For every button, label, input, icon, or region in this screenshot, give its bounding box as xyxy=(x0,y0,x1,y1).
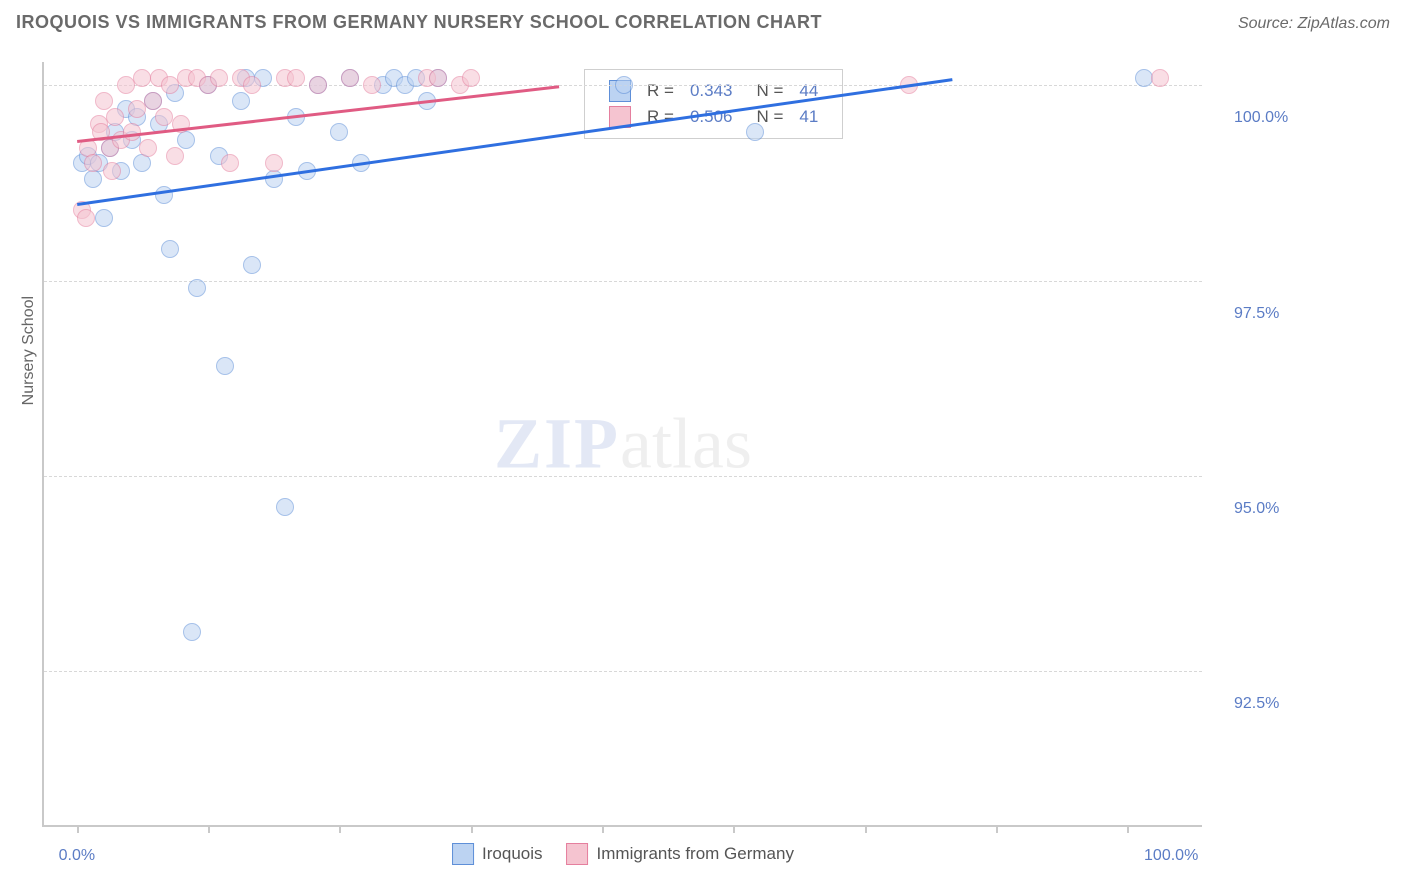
y-tick-label: 95.0% xyxy=(1234,500,1279,518)
data-point-iroquois xyxy=(265,170,283,188)
data-point-iroquois xyxy=(1135,69,1153,87)
trendline-iroquois xyxy=(77,78,953,206)
data-point-germany xyxy=(103,162,121,180)
data-point-iroquois xyxy=(243,256,261,274)
legend-label: Iroquois xyxy=(482,844,542,864)
data-point-germany xyxy=(139,139,157,157)
data-point-iroquois xyxy=(95,209,113,227)
y-tick-label: 97.5% xyxy=(1234,305,1279,323)
data-point-iroquois xyxy=(188,279,206,297)
data-point-iroquois xyxy=(155,186,173,204)
data-point-iroquois xyxy=(232,92,250,110)
corr-r-value: 0.343 xyxy=(682,78,741,104)
x-tick-mark xyxy=(865,825,867,833)
data-point-germany xyxy=(243,76,261,94)
data-point-iroquois xyxy=(330,123,348,141)
legend-label: Immigrants from Germany xyxy=(597,844,794,864)
data-point-germany xyxy=(155,108,173,126)
legend-item-iroquois: Iroquois xyxy=(452,843,542,865)
watermark-atlas: atlas xyxy=(620,403,752,483)
x-tick-mark xyxy=(77,825,79,833)
legend-swatch-germany xyxy=(567,843,589,865)
data-point-germany xyxy=(341,69,359,87)
x-tick-mark xyxy=(339,825,341,833)
data-point-germany xyxy=(429,69,447,87)
source-attribution: Source: ZipAtlas.com xyxy=(1238,15,1390,33)
data-point-iroquois xyxy=(216,357,234,375)
data-point-germany xyxy=(287,69,305,87)
x-tick-mark xyxy=(733,825,735,833)
x-tick-mark xyxy=(996,825,998,833)
gridline-h xyxy=(44,281,1202,282)
data-point-germany xyxy=(462,69,480,87)
data-point-germany xyxy=(221,154,239,172)
watermark: ZIPatlas xyxy=(494,402,752,485)
data-point-germany xyxy=(1151,69,1169,87)
chart-container: IROQUOIS VS IMMIGRANTS FROM GERMANY NURS… xyxy=(0,0,1406,892)
data-point-iroquois xyxy=(133,154,151,172)
x-tick-mark xyxy=(1127,825,1129,833)
gridline-h xyxy=(44,476,1202,477)
data-point-iroquois xyxy=(161,240,179,258)
header: IROQUOIS VS IMMIGRANTS FROM GERMANY NURS… xyxy=(16,12,1390,33)
data-point-germany xyxy=(144,92,162,110)
data-point-iroquois xyxy=(183,623,201,641)
data-point-germany xyxy=(133,69,151,87)
data-point-germany xyxy=(210,69,228,87)
data-point-germany xyxy=(117,76,135,94)
legend-swatch-iroquois xyxy=(452,843,474,865)
x-tick-mark xyxy=(602,825,604,833)
data-point-germany xyxy=(265,154,283,172)
corr-n-label: N = xyxy=(740,78,791,104)
y-tick-label: 100.0% xyxy=(1234,109,1288,127)
data-point-germany xyxy=(166,147,184,165)
corr-r-label: R = xyxy=(639,78,682,104)
x-tick-label: 100.0% xyxy=(1144,847,1198,865)
data-point-germany xyxy=(77,209,95,227)
data-point-iroquois xyxy=(177,131,195,149)
data-point-germany xyxy=(95,92,113,110)
watermark-zip: ZIP xyxy=(494,403,620,483)
y-axis-label: Nursery School xyxy=(20,296,38,405)
legend-item-germany: Immigrants from Germany xyxy=(567,843,794,865)
x-tick-label: 0.0% xyxy=(59,847,95,865)
y-tick-label: 92.5% xyxy=(1234,695,1279,713)
x-tick-mark xyxy=(208,825,210,833)
data-point-germany xyxy=(106,108,124,126)
corr-n-value: 41 xyxy=(791,104,826,130)
gridline-h xyxy=(44,671,1202,672)
x-tick-mark xyxy=(471,825,473,833)
legend: Iroquois Immigrants from Germany xyxy=(452,843,794,865)
data-point-germany xyxy=(128,100,146,118)
data-point-germany xyxy=(309,76,327,94)
plot-area: ZIPatlas R =0.343N =44R =0.506N =41 Iroq… xyxy=(42,62,1202,827)
data-point-iroquois xyxy=(276,498,294,516)
data-point-iroquois xyxy=(84,170,102,188)
chart-title: IROQUOIS VS IMMIGRANTS FROM GERMANY NURS… xyxy=(16,12,822,33)
